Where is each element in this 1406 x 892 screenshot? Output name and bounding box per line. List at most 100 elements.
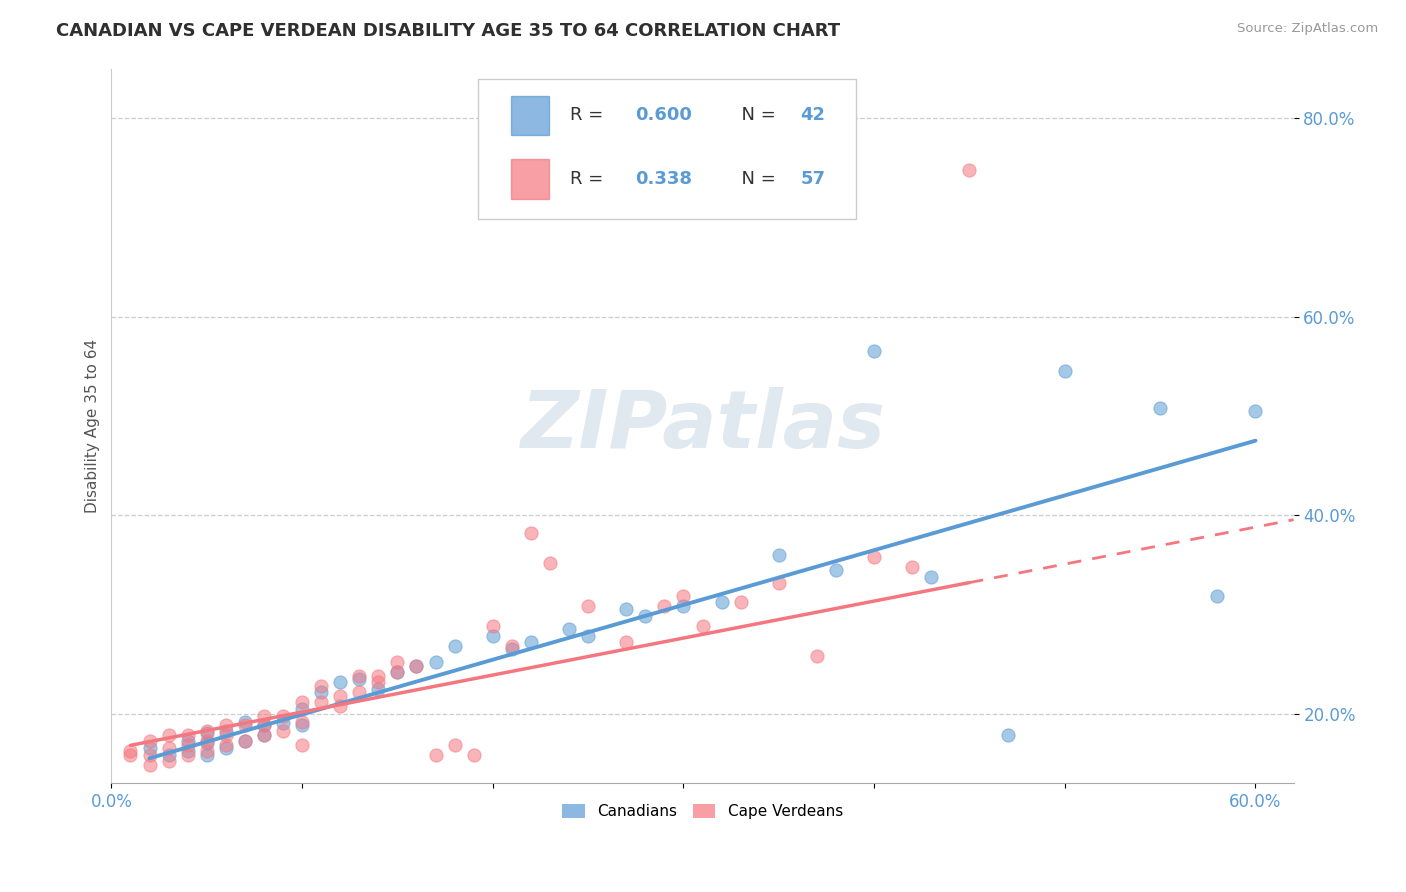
Point xyxy=(329,698,352,713)
Point xyxy=(233,734,256,748)
Point xyxy=(959,162,981,177)
Point xyxy=(538,556,561,570)
Point xyxy=(768,548,790,562)
Point xyxy=(576,599,599,614)
Point xyxy=(195,744,218,758)
Point xyxy=(215,739,238,753)
Text: N =: N = xyxy=(730,169,782,188)
Point xyxy=(481,629,503,643)
Point xyxy=(481,619,503,633)
Point xyxy=(309,684,332,698)
Point xyxy=(405,659,427,673)
Point xyxy=(405,659,427,673)
Point xyxy=(138,734,160,748)
Point xyxy=(271,708,294,723)
Point xyxy=(138,741,160,756)
Point xyxy=(501,639,523,653)
Point xyxy=(349,672,371,686)
Point xyxy=(576,629,599,643)
Point xyxy=(138,758,160,772)
Point xyxy=(176,734,198,748)
Text: R =: R = xyxy=(569,169,609,188)
Point xyxy=(176,739,198,753)
Point xyxy=(520,525,543,540)
Point xyxy=(291,718,314,732)
Text: ZIPatlas: ZIPatlas xyxy=(520,387,884,465)
Y-axis label: Disability Age 35 to 64: Disability Age 35 to 64 xyxy=(86,339,100,513)
Text: 0.600: 0.600 xyxy=(636,106,692,124)
Point xyxy=(863,549,886,564)
Point xyxy=(1149,401,1171,415)
Point xyxy=(501,642,523,657)
Bar xyxy=(510,160,548,199)
Point xyxy=(329,689,352,703)
Point xyxy=(425,748,447,763)
Point xyxy=(176,728,198,742)
Point xyxy=(157,748,180,763)
Point xyxy=(634,609,657,624)
Point xyxy=(692,619,714,633)
Text: R =: R = xyxy=(569,106,609,124)
FancyBboxPatch shape xyxy=(478,79,856,219)
Point xyxy=(195,726,218,740)
Point xyxy=(291,695,314,709)
Point xyxy=(481,833,503,847)
Point xyxy=(825,563,848,577)
Point xyxy=(271,716,294,731)
Point xyxy=(863,344,886,359)
Point xyxy=(291,714,314,729)
Bar xyxy=(510,95,548,135)
Point xyxy=(195,748,218,763)
Point xyxy=(253,728,276,742)
Text: 42: 42 xyxy=(800,106,825,124)
Point xyxy=(1206,590,1229,604)
Point xyxy=(233,718,256,732)
Text: 57: 57 xyxy=(800,169,825,188)
Point xyxy=(349,684,371,698)
Point xyxy=(367,681,389,696)
Point xyxy=(157,728,180,742)
Point xyxy=(1053,364,1076,378)
Point xyxy=(195,734,218,748)
Point xyxy=(291,739,314,753)
Point xyxy=(120,744,142,758)
Point xyxy=(253,718,276,732)
Point xyxy=(558,622,581,636)
Point xyxy=(920,569,942,583)
Text: Source: ZipAtlas.com: Source: ZipAtlas.com xyxy=(1237,22,1378,36)
Point xyxy=(1244,404,1267,418)
Text: 0.338: 0.338 xyxy=(636,169,692,188)
Point xyxy=(253,728,276,742)
Point xyxy=(349,669,371,683)
Text: CANADIAN VS CAPE VERDEAN DISABILITY AGE 35 TO 64 CORRELATION CHART: CANADIAN VS CAPE VERDEAN DISABILITY AGE … xyxy=(56,22,841,40)
Point xyxy=(387,665,409,679)
Point xyxy=(215,718,238,732)
Point xyxy=(233,734,256,748)
Point xyxy=(195,736,218,750)
Point xyxy=(120,748,142,763)
Point xyxy=(672,590,695,604)
Point xyxy=(387,665,409,679)
Point xyxy=(215,741,238,756)
Point xyxy=(253,718,276,732)
Point xyxy=(654,599,676,614)
Point xyxy=(215,724,238,739)
Point xyxy=(443,639,465,653)
Point xyxy=(387,655,409,669)
Point xyxy=(309,695,332,709)
Point xyxy=(157,741,180,756)
Point xyxy=(463,748,485,763)
Point xyxy=(806,648,828,663)
Point xyxy=(997,728,1019,742)
Point xyxy=(176,748,198,763)
Point xyxy=(367,674,389,689)
Point xyxy=(710,595,733,609)
Point xyxy=(233,714,256,729)
Point xyxy=(425,655,447,669)
Point xyxy=(271,724,294,739)
Point xyxy=(730,595,752,609)
Point xyxy=(195,724,218,739)
Text: N =: N = xyxy=(730,106,782,124)
Point xyxy=(614,602,637,616)
Point xyxy=(367,669,389,683)
